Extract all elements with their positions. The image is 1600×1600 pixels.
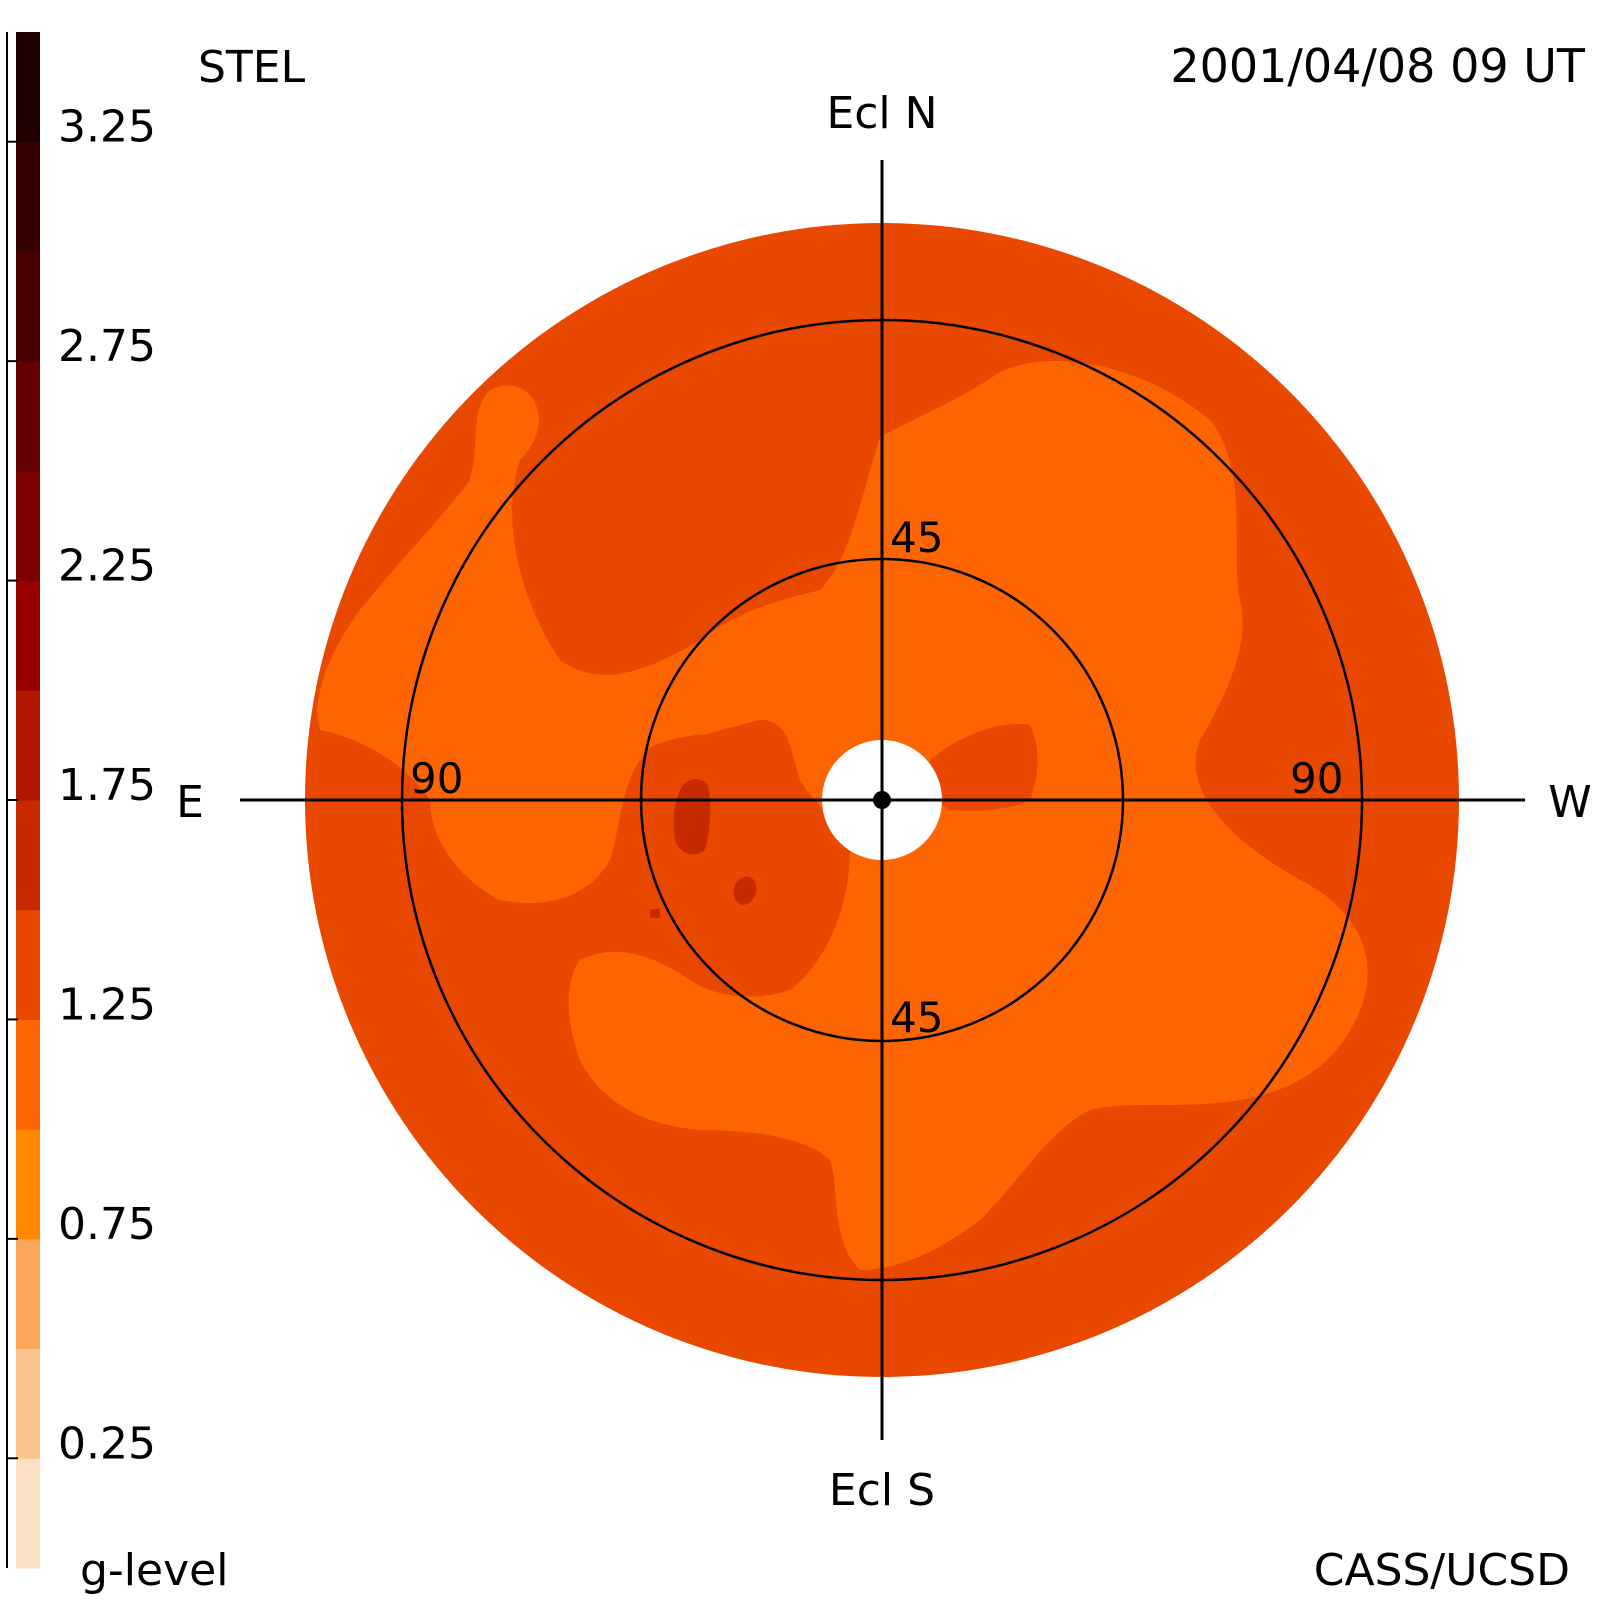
region-dark-center-west bbox=[926, 724, 1038, 811]
colorbar-title: g-level bbox=[80, 1545, 228, 1596]
direction-south: Ecl S bbox=[829, 1465, 935, 1516]
colorbar-segment bbox=[16, 251, 40, 362]
region-dark-center-east bbox=[636, 733, 794, 930]
colorbar bbox=[16, 32, 40, 1569]
ring-label-45-top: 45 bbox=[890, 513, 943, 562]
colorbar-ticks: 3.25 2.75 2.25 1.75 1.25 0.75 0.25 bbox=[7, 102, 156, 1469]
instrument-label: STEL bbox=[198, 42, 306, 93]
direction-east: E bbox=[176, 777, 204, 828]
colorbar-segment bbox=[16, 1458, 40, 1569]
colorbar-segment bbox=[16, 1238, 40, 1350]
colorbar-segment bbox=[16, 1019, 40, 1130]
ring-label-45-bottom: 45 bbox=[890, 993, 943, 1042]
colorbar-segment bbox=[16, 909, 40, 1020]
colorbar-segment bbox=[16, 361, 40, 472]
timestamp-label: 2001/04/08 09 UT bbox=[1170, 39, 1586, 93]
colorbar-tick-label: 3.25 bbox=[58, 102, 156, 153]
colorbar-tick-label: 0.75 bbox=[58, 1199, 156, 1250]
colorbar-segment bbox=[16, 580, 40, 691]
direction-west: W bbox=[1548, 777, 1592, 828]
sky-disk bbox=[240, 160, 1525, 1440]
colorbar-tick-label: 1.25 bbox=[58, 979, 156, 1030]
colorbar-segment bbox=[16, 800, 40, 911]
colorbar-segment bbox=[16, 470, 40, 582]
region-patch-3 bbox=[650, 908, 660, 918]
colorbar-tick-label: 2.25 bbox=[58, 541, 156, 592]
colorbar-segment bbox=[16, 141, 40, 252]
direction-north: Ecl N bbox=[826, 88, 937, 139]
colorbar-tick-label: 2.75 bbox=[58, 321, 156, 372]
colorbar-segment bbox=[16, 1129, 40, 1240]
ring-label-90-left: 90 bbox=[410, 754, 463, 803]
colorbar-tick-label: 0.25 bbox=[58, 1418, 156, 1469]
ring-label-90-right: 90 bbox=[1290, 754, 1343, 803]
credit-label: CASS/UCSD bbox=[1314, 1545, 1570, 1596]
colorbar-segment bbox=[16, 32, 40, 143]
region-patch-1 bbox=[673, 778, 711, 855]
colorbar-segment bbox=[16, 690, 40, 801]
sun-center-marker bbox=[873, 791, 891, 809]
colorbar-tick-label: 1.75 bbox=[58, 760, 156, 811]
colorbar-segment bbox=[16, 1348, 40, 1459]
region-patch-2 bbox=[733, 876, 757, 905]
